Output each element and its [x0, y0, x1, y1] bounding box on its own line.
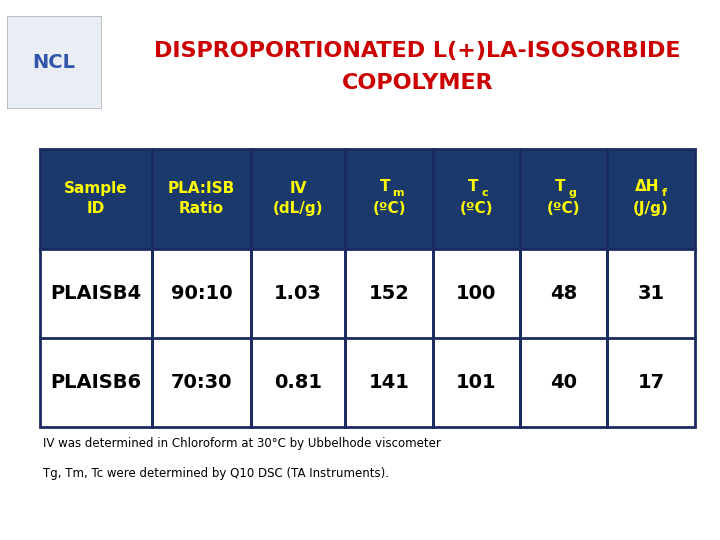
- Text: COPOLYMER: COPOLYMER: [342, 73, 493, 93]
- Text: IV was determined in Chloroform at 30°C by Ubbelhode viscometer: IV was determined in Chloroform at 30°C …: [43, 437, 441, 450]
- Text: 90:10: 90:10: [171, 284, 233, 302]
- Text: f: f: [662, 188, 667, 198]
- Bar: [40, 148, 695, 248]
- Text: 17: 17: [637, 373, 665, 392]
- Text: 48: 48: [550, 284, 577, 302]
- Text: T: T: [467, 179, 478, 194]
- Text: 0.81: 0.81: [274, 373, 322, 392]
- Text: 152: 152: [369, 284, 410, 302]
- Text: (ºC): (ºC): [459, 201, 493, 216]
- Text: ID: ID: [87, 201, 105, 216]
- Text: 141: 141: [369, 373, 410, 392]
- Text: 101: 101: [456, 373, 497, 392]
- Text: IV: IV: [289, 181, 307, 197]
- Text: (dL/g): (dL/g): [273, 201, 323, 216]
- Text: 100: 100: [456, 284, 497, 302]
- Text: Ratio: Ratio: [179, 201, 224, 216]
- Text: ΔH: ΔH: [635, 179, 660, 194]
- Text: g: g: [569, 188, 576, 198]
- Text: (ºC): (ºC): [547, 201, 580, 216]
- Text: c: c: [482, 188, 488, 198]
- Bar: [40, 148, 695, 427]
- Text: 1.03: 1.03: [274, 284, 322, 302]
- Text: m: m: [392, 188, 403, 198]
- Text: Sample: Sample: [64, 181, 128, 197]
- Text: NCL: NCL: [32, 52, 76, 72]
- Text: T: T: [555, 179, 565, 194]
- Text: T: T: [380, 179, 391, 194]
- Text: (ºC): (ºC): [372, 201, 406, 216]
- Text: PLAISB4: PLAISB4: [50, 284, 142, 302]
- Text: 40: 40: [550, 373, 577, 392]
- Text: (J/g): (J/g): [634, 201, 669, 216]
- Text: Tg, Tm, Tc were determined by Q10 DSC (TA Instruments).: Tg, Tm, Tc were determined by Q10 DSC (T…: [43, 467, 390, 480]
- Text: 70:30: 70:30: [171, 373, 233, 392]
- Text: PLAISB6: PLAISB6: [50, 373, 142, 392]
- Text: 31: 31: [637, 284, 665, 302]
- Text: PLA:ISB: PLA:ISB: [168, 181, 235, 197]
- Text: DISPROPORTIONATED L(+)LA-ISOSORBIDE: DISPROPORTIONATED L(+)LA-ISOSORBIDE: [154, 40, 681, 60]
